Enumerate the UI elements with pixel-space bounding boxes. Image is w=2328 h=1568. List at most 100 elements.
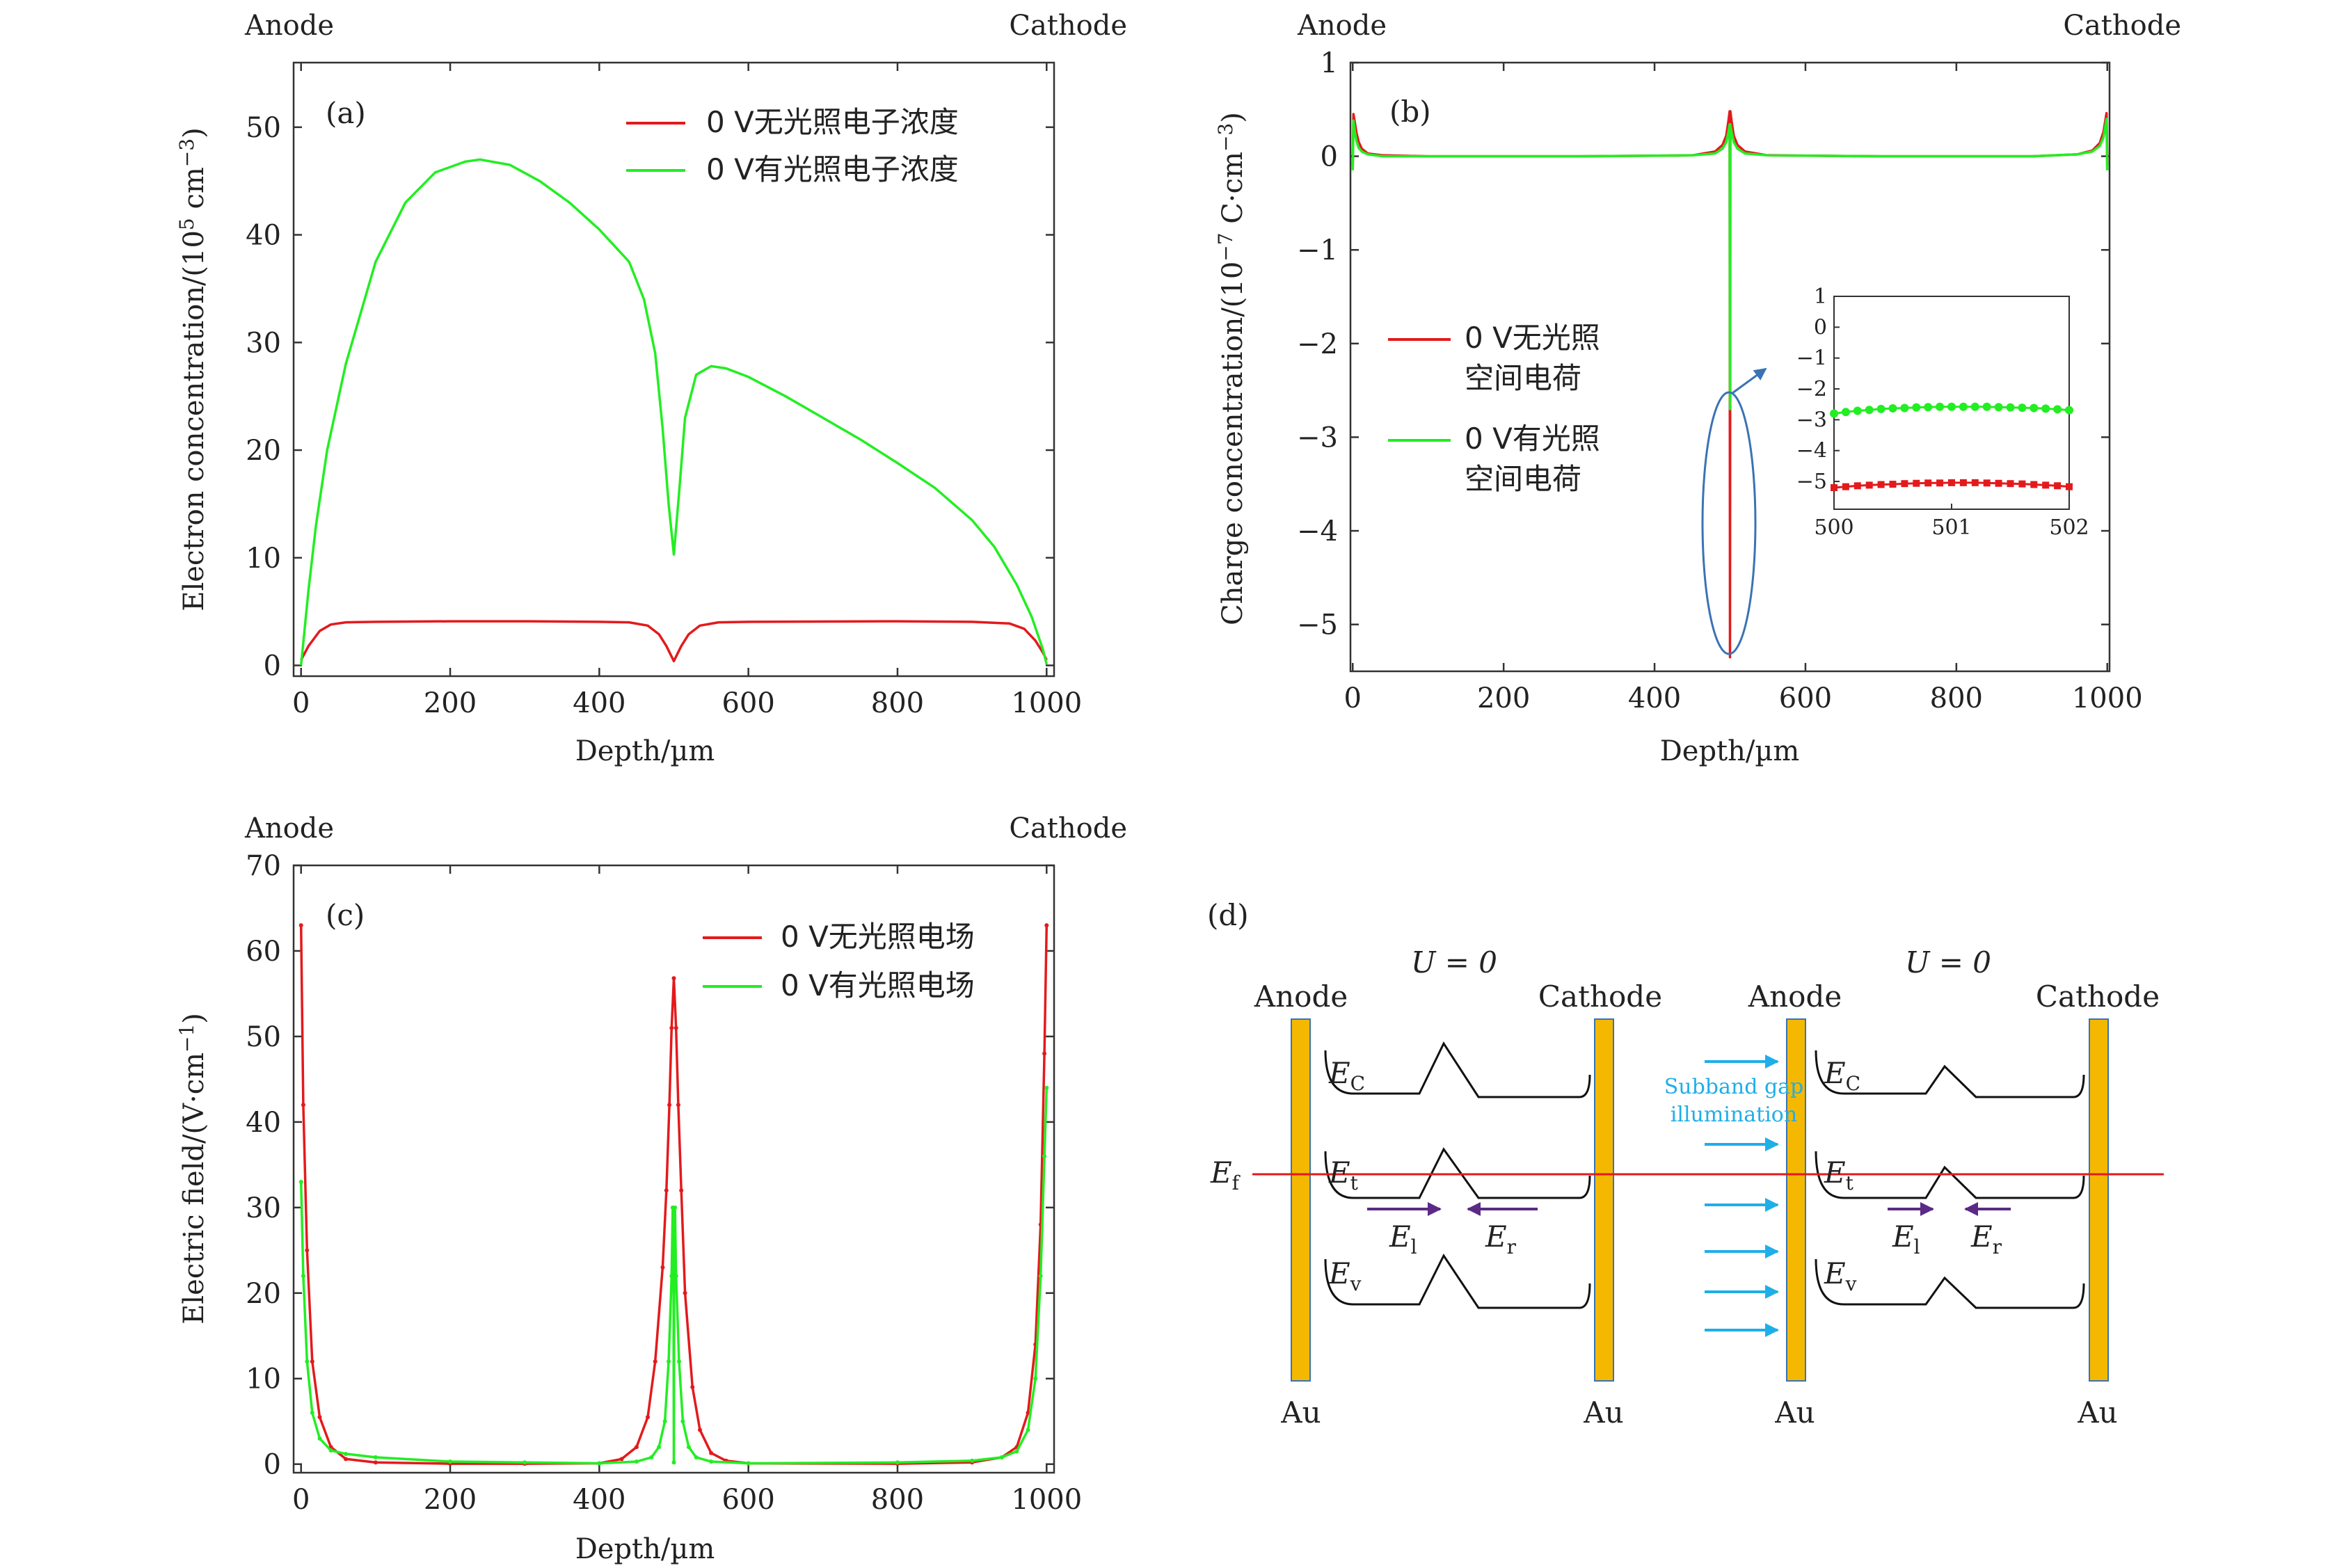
panel-d-el-right: El [1892,1219,1920,1258]
inset-y-tick-label: −2 [1796,377,1827,401]
panel-d-au-1: Au [1280,1395,1321,1430]
data-point [310,1359,314,1364]
panel-c-legend-light: 0 V有光照电场 [781,968,975,1002]
panel-d-er-left: Er [1485,1219,1517,1258]
panel-b-legend-light-1: 0 V有光照 [1465,422,1600,456]
inset-y-tick-label: −1 [1796,346,1827,371]
panel-c-x-label: Depth/µm [575,1533,715,1565]
series-line-illuminated [1351,118,2109,410]
y-tick-label: 0 [264,650,281,682]
panel-a-y-label: Electron concentration/(105 cm−3) [175,127,210,611]
panel-d-electrode-left-2 [1594,1018,1614,1382]
panel-d-ec-left: EC [1328,1056,1365,1095]
y-tick-label: 50 [246,1021,281,1053]
panel-b-cathode-label: Cathode [2063,10,2181,42]
data-point [672,1248,677,1253]
panel-d-electrode-right-2 [2089,1018,2109,1382]
data-point [657,1445,662,1450]
inset-data-point [1959,402,1968,411]
inset-data-point [1876,404,1885,413]
inset-data-point [1900,403,1909,413]
panel-d-ec-right: EC [1824,1056,1860,1095]
panel-a-series [299,158,1048,666]
inset-data-point [2066,483,2073,490]
panel-a-label: (a) [326,96,366,130]
panel-d-ef-label: Ef [1210,1155,1241,1194]
data-point [669,1025,674,1030]
inset-data-point [1831,483,1837,491]
data-point [523,1460,527,1465]
panel-b: Anode Cathode 0 200 400 600 800 1000 −5 −4 −3 −2… [1214,10,2181,767]
panel-c-y-label: Electric field/(V·cm−1) [175,1013,210,1325]
data-point [597,1461,602,1466]
inset-data-point [1841,408,1850,417]
panel-d-au-3: Au [1774,1395,1815,1430]
series-line-illuminated [299,1087,1049,1465]
panel-d-cathode-left: Cathode [1538,979,1662,1014]
x-tick-label: 200 [1477,682,1530,714]
panel-a-cathode-label: Cathode [1009,10,1127,42]
x-tick-label: 0 [1344,682,1362,714]
panel-d-ev-right: Ev [1824,1256,1857,1295]
x-tick-label: 1000 [2072,682,2143,714]
data-point [619,1457,624,1462]
inset-data-point [1865,406,1874,415]
y-tick-label: 10 [246,1363,281,1395]
panel-b-plot-frame [1349,61,2111,673]
panel-c-legend-dark: 0 V无光照电场 [781,920,975,954]
inset-x-tick-label: 501 [1931,515,1971,540]
inset-data-point [1912,403,1921,412]
panel-c-plot-frame [292,864,1055,1474]
data-point [673,1205,678,1210]
y-tick-label: 30 [246,327,281,359]
panel-d-illumination-arrows [1705,1055,1779,1337]
data-point [664,1188,669,1193]
data-point [634,1445,639,1450]
inset-y-tick-label: 0 [1814,315,1827,339]
x-tick-label: 200 [424,1484,477,1516]
panel-b-x-label: Depth/µm [1660,735,1800,767]
data-point [671,976,676,981]
data-point [1038,1274,1043,1279]
data-point [1042,1051,1047,1056]
panel-b-y-axis: −5 −4 −3 −2 −1 0 1 [1297,47,2110,641]
panel-b-inset-series [1830,402,2073,491]
panel-d-left-bands [1324,1041,1591,1309]
data-point [634,1459,639,1464]
panel-d-u-right: U = 0 [1905,945,1991,979]
inset-data-point [1983,479,1991,487]
panel-d-ev-left: Ev [1328,1256,1362,1295]
data-point [298,923,303,928]
panel-d-u-left: U = 0 [1411,945,1497,979]
y-tick-label: 40 [246,220,281,252]
panel-a: Anode Cathode 0 200 400 600 800 1000 0 10 20 30 4… [175,10,1127,767]
y-tick-label: 50 [246,112,281,144]
panel-b-legend-dark-1: 0 V无光照 [1465,321,1600,355]
data-point [999,1455,1004,1459]
panel-c-label: (c) [326,898,365,932]
data-point [709,1450,714,1455]
data-point [317,1415,322,1420]
panel-c: Anode Cathode 0 200 400 600 800 1000 0 10 20 30 4… [175,813,1127,1565]
inset-data-point [1995,479,2002,487]
data-point [373,1460,378,1465]
inset-data-point [2042,481,2050,489]
x-tick-label: 0 [292,687,310,719]
panel-c-anode-label: Anode [244,813,334,845]
data-point [344,1451,349,1456]
x-tick-label: 400 [573,1484,625,1516]
inset-y-tick-label: −3 [1796,408,1827,432]
data-point [671,1460,676,1465]
y-tick-label: 40 [246,1107,281,1139]
x-tick-label: 800 [871,1484,924,1516]
y-tick-label: 70 [246,850,281,882]
y-tick-label: 0 [264,1449,281,1481]
x-tick-label: 400 [573,687,625,719]
data-point [1026,1410,1030,1415]
data-point [653,1359,657,1364]
inset-data-point [1877,481,1885,488]
x-tick-label: 1000 [1011,1484,1082,1516]
inset-data-point [2018,480,2026,488]
panel-d-et-left: Et [1328,1155,1359,1194]
